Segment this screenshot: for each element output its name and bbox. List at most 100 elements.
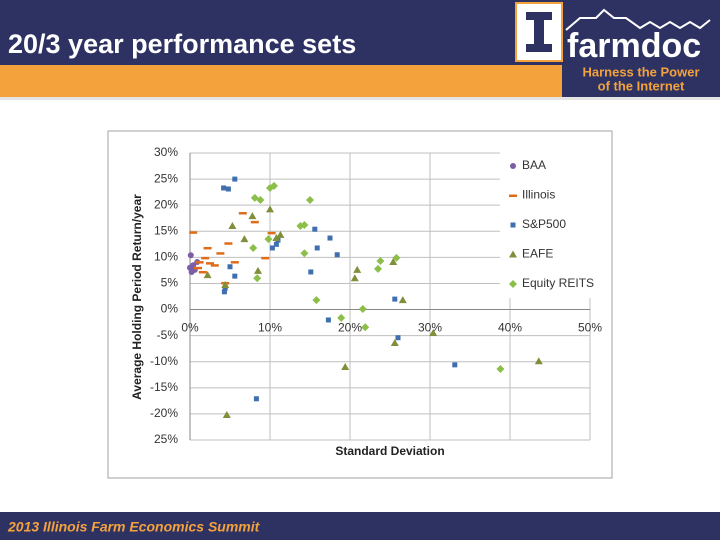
point	[327, 235, 333, 241]
point	[232, 176, 238, 182]
y-tick-label: -5%	[157, 328, 179, 342]
point	[314, 245, 320, 251]
point	[221, 281, 230, 289]
x-tick-label: 30%	[418, 321, 442, 335]
point	[266, 205, 274, 213]
point	[230, 261, 239, 264]
point	[240, 235, 249, 243]
point	[224, 242, 233, 245]
point	[188, 268, 195, 275]
point	[341, 362, 350, 370]
legend-label: BAA	[522, 158, 546, 172]
legend-label: Illinois	[522, 188, 555, 202]
footer-text: 2013 Illinois Farm Economics Summit	[7, 519, 261, 535]
point	[389, 258, 398, 266]
point	[203, 271, 212, 279]
point	[350, 274, 359, 282]
point	[276, 230, 285, 238]
point	[222, 410, 231, 418]
x-axis-title: Standard Deviation	[335, 444, 444, 458]
point	[264, 235, 273, 244]
point	[374, 264, 382, 273]
x-tick-label: 20%	[338, 321, 362, 335]
point	[267, 231, 276, 235]
point	[210, 264, 219, 267]
legend-label: Equity REITS	[522, 276, 594, 290]
x-tick-label: 40%	[498, 321, 522, 335]
logo-i	[526, 12, 552, 52]
point	[376, 257, 385, 266]
chart: 30%25%20%15%10%5%0%-5%-10%-15%-20%25%0% 1…	[150, 145, 602, 446]
point	[429, 329, 438, 337]
legend-label: S&P500	[522, 217, 566, 231]
point	[201, 256, 210, 260]
point	[392, 296, 398, 302]
point	[534, 357, 543, 365]
y-tick-label: 0%	[161, 302, 179, 316]
point	[221, 185, 227, 191]
point	[222, 285, 228, 291]
legend-marker	[509, 250, 517, 258]
y-tick-label: 25%	[154, 171, 178, 185]
point	[227, 264, 233, 270]
point	[398, 296, 407, 304]
x-tick-label: 10%	[258, 321, 282, 335]
point	[300, 221, 309, 230]
y-tick-label: 5%	[161, 276, 179, 290]
y-tick-label: -15%	[150, 380, 178, 394]
point	[206, 262, 214, 265]
point	[238, 212, 247, 215]
point	[270, 181, 278, 190]
y-tick-label: 20%	[154, 197, 178, 211]
point	[195, 261, 204, 264]
point	[308, 269, 314, 275]
y-tick-label: -10%	[150, 354, 178, 368]
point	[269, 245, 275, 251]
logo-skyline	[565, 8, 711, 31]
point	[361, 323, 370, 332]
legend-marker	[510, 222, 516, 228]
slide-title: 20/3 year performance sets	[8, 29, 356, 59]
legend-marker	[510, 163, 516, 169]
point	[194, 266, 202, 270]
point	[256, 195, 265, 204]
y-tick-label: 30%	[154, 145, 178, 159]
point	[353, 265, 362, 273]
point	[358, 305, 367, 314]
point	[390, 338, 399, 346]
point	[250, 220, 259, 224]
y-tick-label: 25%	[154, 432, 178, 446]
y-axis-title: Average Holding Period Return/year	[130, 194, 144, 400]
point	[221, 289, 227, 295]
logo-band	[562, 0, 720, 97]
point	[228, 222, 237, 230]
point	[395, 335, 401, 341]
point	[254, 266, 262, 274]
tagline: Harness the Power	[582, 64, 699, 79]
point	[496, 365, 505, 374]
point	[225, 186, 231, 192]
point	[216, 252, 225, 255]
legend-marker	[509, 280, 517, 288]
point	[249, 243, 258, 252]
point	[337, 313, 346, 322]
point	[273, 241, 279, 247]
legend-marker	[509, 194, 517, 197]
legend-box	[500, 150, 598, 298]
legend-label: EAFE	[522, 247, 553, 261]
point	[248, 212, 257, 220]
tagline: of the Internet	[598, 78, 685, 93]
point	[232, 273, 238, 279]
point	[325, 317, 331, 323]
y-tick-label: 10%	[154, 250, 178, 264]
point	[392, 253, 401, 262]
x-tick-label: 50%	[578, 321, 602, 335]
y-tick-label: -20%	[150, 406, 178, 420]
point	[312, 226, 318, 232]
point	[312, 296, 321, 305]
point	[253, 274, 262, 283]
point	[253, 396, 259, 402]
point	[198, 270, 207, 274]
point	[272, 234, 281, 242]
